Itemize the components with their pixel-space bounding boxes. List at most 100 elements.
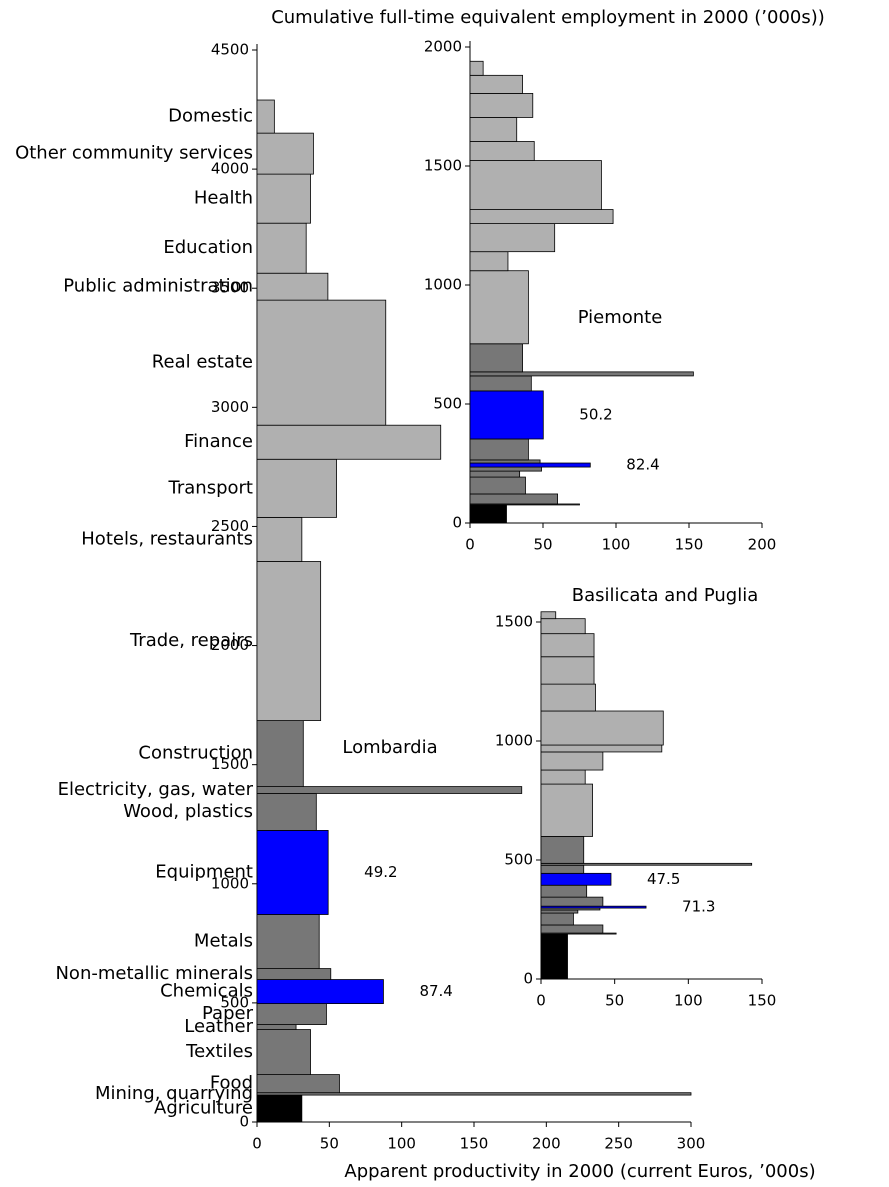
bar (469, 74, 523, 94)
category-label: Equipment (155, 861, 253, 882)
bar (540, 710, 664, 746)
bar (469, 371, 694, 377)
bar (256, 914, 320, 969)
bar (256, 786, 523, 794)
bar (540, 744, 663, 753)
bar (256, 561, 322, 721)
value-label: 71.3 (682, 898, 715, 916)
bar (469, 209, 614, 224)
bar (256, 516, 303, 562)
y-tick-label: 4500 (211, 41, 249, 59)
x-tick-label: 200 (532, 1135, 561, 1153)
x-tick-label: 300 (677, 1135, 706, 1153)
bar (256, 458, 337, 518)
bar (256, 793, 317, 831)
y-tick-label: 3500 (211, 279, 249, 297)
bar (469, 462, 591, 468)
x-tick-label: 0 (536, 992, 546, 1010)
bar (256, 1074, 340, 1094)
bar (256, 132, 314, 175)
bar (540, 896, 604, 907)
x-tick-label: 100 (674, 992, 703, 1010)
bar (256, 424, 442, 460)
y-tick-label: 1500 (495, 613, 533, 631)
bar (469, 251, 509, 272)
value-label: 50.2 (579, 405, 612, 423)
y-tick-label: 500 (504, 851, 533, 869)
bar (469, 60, 484, 76)
value-label: 47.5 (647, 870, 680, 888)
category-label: Chemicals (160, 981, 253, 1002)
bar (469, 493, 558, 505)
category-label: Non-metallic minerals (55, 963, 253, 984)
bar (469, 470, 521, 478)
panel-name: Basilicata and Puglia (572, 585, 759, 606)
category-label: Domestic (168, 106, 253, 127)
y-tick-label: 1000 (211, 874, 249, 892)
x-tick-label: 150 (748, 992, 777, 1010)
x-tick-label: 200 (748, 536, 777, 554)
x-tick-label: 50 (320, 1135, 339, 1153)
bar (256, 1024, 297, 1030)
bar (256, 1003, 327, 1025)
bar (469, 438, 529, 461)
bar (469, 223, 556, 253)
category-label: Agriculture (154, 1098, 253, 1119)
bar (540, 656, 595, 685)
value-label: 87.4 (419, 982, 452, 1000)
category-label: Health (194, 188, 253, 209)
bar (540, 611, 557, 620)
category-label: Textiles (185, 1041, 253, 1062)
y-tick-label: 500 (433, 395, 462, 413)
y-tick-label: 4000 (211, 160, 249, 178)
value-label: 82.4 (626, 456, 659, 474)
category-label: Education (163, 237, 253, 258)
category-label: Electricity, gas, water (58, 779, 254, 800)
bar (469, 343, 523, 373)
category-label: Real estate (152, 352, 253, 373)
y-tick-label: 1000 (495, 732, 533, 750)
category-label: Mining, quarrying (95, 1083, 253, 1104)
bar (469, 390, 544, 440)
y-tick-label: 2000 (211, 636, 249, 654)
bar (469, 476, 526, 495)
y-tick-label: 0 (239, 1113, 249, 1131)
bar (256, 1094, 303, 1123)
x-tick-label: 0 (465, 536, 475, 554)
x-tick-label: 150 (460, 1135, 489, 1153)
bar (540, 933, 568, 980)
bar (540, 618, 586, 635)
bar (540, 924, 604, 934)
bar (469, 141, 535, 161)
x-tick-label: 100 (602, 536, 631, 554)
panel-name: Lombardia (342, 737, 437, 758)
bar (540, 836, 585, 864)
bar (256, 222, 307, 274)
bar (256, 720, 304, 787)
x-tick-label: 250 (604, 1135, 633, 1153)
category-label: Leather (184, 1016, 253, 1037)
bar (540, 862, 753, 866)
bar (540, 884, 588, 898)
y-tick-label: 1000 (424, 276, 462, 294)
bar (540, 872, 612, 886)
y-tick-label: 3000 (211, 398, 249, 416)
bar (540, 633, 595, 658)
bar (256, 1029, 311, 1075)
bar (256, 979, 384, 1005)
y-tick-label: 0 (523, 970, 533, 988)
value-label: 49.2 (364, 863, 397, 881)
y-tick-label: 2500 (211, 517, 249, 535)
bar (256, 299, 387, 426)
x-tick-label: 50 (605, 992, 624, 1010)
bar (540, 751, 604, 771)
bar (469, 504, 507, 524)
x-tick-label: 100 (387, 1135, 416, 1153)
bar (469, 466, 542, 472)
x-tick-label: 50 (533, 536, 552, 554)
bar (469, 375, 532, 392)
bar (540, 909, 579, 914)
panel-name: Piemonte (578, 307, 663, 328)
bar (469, 270, 529, 345)
